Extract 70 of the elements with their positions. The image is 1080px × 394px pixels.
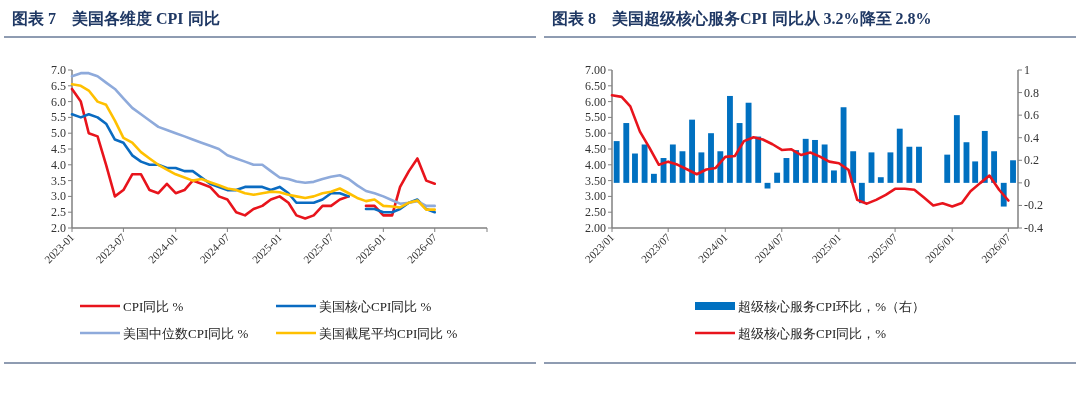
bar (689, 119, 696, 183)
y-tick-label: 5.0 (51, 126, 66, 141)
y2-tick-label: 0.6 (1024, 108, 1039, 123)
bar (1010, 160, 1016, 183)
bar (906, 146, 913, 183)
bar (774, 172, 781, 183)
bar (896, 128, 903, 183)
y-tick-label: 3.50 (585, 173, 606, 188)
y-tick-label: 3.0 (51, 189, 66, 204)
bar (727, 95, 733, 183)
legend-label: 超级核心服务CPI环比，%（右） (738, 299, 926, 314)
bar (877, 177, 884, 183)
chart-title: 图表 7 美国各维度 CPI 同比 (12, 9, 220, 27)
bar (708, 133, 714, 183)
bar (981, 130, 988, 183)
y-tick-label: 5.00 (585, 126, 606, 141)
y-tick-label: 5.5 (51, 110, 66, 125)
y-tick-label: 4.0 (51, 157, 66, 172)
bar (632, 153, 638, 183)
bar (755, 136, 762, 183)
bar (764, 182, 771, 189)
bar (831, 170, 837, 183)
legend-label: CPI同比 % (123, 299, 184, 314)
y2-tick-label: -0.2 (1024, 198, 1043, 213)
y-tick-label: 2.5 (51, 205, 66, 220)
bar (736, 123, 743, 183)
bar (793, 150, 799, 183)
y-tick-label: 4.50 (585, 142, 606, 156)
bar (669, 144, 676, 183)
bar (641, 144, 648, 183)
y2-tick-label: 0.4 (1024, 130, 1039, 145)
legend-label: 美国中位数CPI同比 % (123, 326, 249, 341)
y2-tick-label: 1 (1024, 63, 1030, 77)
y-tick-label: 3.5 (51, 173, 66, 188)
y2-tick-label: 0 (1024, 175, 1030, 190)
y-tick-label: 6.50 (585, 78, 606, 93)
bar (991, 151, 998, 183)
y-tick-label: 4.00 (585, 157, 606, 172)
line-series (610, 93, 1010, 208)
y-tick-label: 6.0 (51, 94, 66, 109)
y-tick-label: 5.50 (585, 110, 606, 125)
y2-tick-label: 0.8 (1024, 85, 1039, 100)
bar (812, 139, 818, 183)
y-tick-label: 6.5 (51, 78, 66, 93)
y-tick-label: 2.0 (51, 221, 66, 235)
bar (613, 141, 620, 183)
y2-tick-label: 0.2 (1024, 153, 1039, 168)
y-tick-label: 3.00 (585, 189, 606, 204)
bar (698, 152, 705, 183)
y-tick-label: 2.50 (585, 205, 606, 220)
bar (916, 146, 922, 183)
legend-label: 美国核心CPI同比 % (319, 299, 432, 314)
y-tick-label: 4.5 (51, 142, 66, 156)
bar (972, 161, 979, 183)
y2-tick-label: -0.4 (1024, 221, 1043, 235)
bar (887, 152, 894, 183)
bar (745, 102, 752, 183)
bar (944, 154, 951, 183)
y-tick-label: 2.00 (585, 221, 606, 235)
y-tick-label: 7.0 (51, 63, 66, 77)
y-tick-label: 7.00 (585, 63, 606, 77)
y-tick-label: 6.00 (585, 94, 606, 109)
chart-title: 图表 8 美国超级核心服务CPI 同比从 3.2%降至 2.8% (552, 9, 932, 27)
bar (953, 115, 960, 183)
legend-label: 美国截尾平均CPI同比 % (319, 326, 458, 341)
bar (802, 138, 809, 183)
legend-label: 超级核心服务CPI同比，% (738, 326, 887, 341)
bar (821, 144, 828, 183)
bar (623, 123, 630, 183)
bar (650, 173, 657, 183)
